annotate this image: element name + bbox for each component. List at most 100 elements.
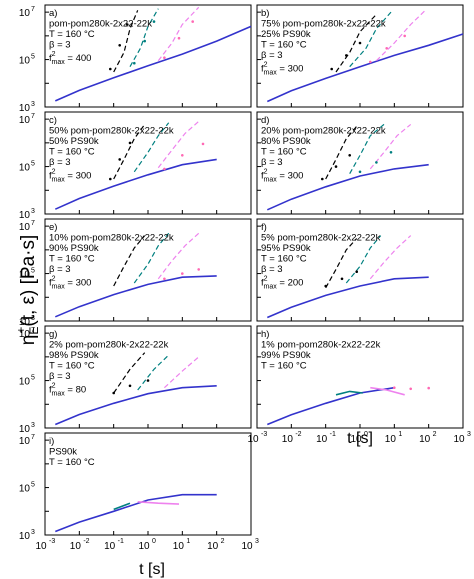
data-point [340,277,344,281]
data-point [181,154,184,157]
panel-annotation: 50% PS90k [49,136,99,147]
series-line-2 [345,235,382,284]
ylabel-sup: + [14,327,28,334]
series-line-1 [335,13,377,73]
panel-annotation-fmax: f2 max = 80 [49,383,86,398]
panel-annotation: T = 160 °C [261,40,307,51]
y-tick-exponent: 7 [31,434,35,441]
series-line-1 [325,125,358,180]
panel-annotation: 1% pom-pom280k-2x22-22k [261,340,381,351]
series-line-0 [55,493,217,533]
series-line-2 [137,501,180,505]
data-point [403,34,407,38]
y-tick-exponent: 5 [31,161,35,168]
data-point [126,23,129,26]
data-point [355,270,359,274]
panel-letter: c) [49,115,57,126]
series-line-3 [163,356,200,389]
data-point [389,151,393,154]
y-tick-exponent: 7 [31,220,35,227]
data-point [330,67,334,71]
data-point [427,386,431,390]
data-point [345,54,348,57]
data-point [358,41,362,45]
y-tick-label: 10 [19,329,31,340]
x-tick-label: 10 [70,541,82,552]
y-tick-exponent: 3 [31,101,35,108]
series-line-2 [133,122,170,173]
x-tick-label: 10 [104,541,116,552]
panel-annotation: β = 3 [261,264,283,275]
panel-annotation: 80% PS90k [261,136,311,147]
data-point [201,142,205,146]
y-tick-exponent: 7 [31,6,35,13]
series-line-1 [113,10,139,73]
panel-annotation: 99% PS90k [261,350,311,361]
y-tick-label: 10 [19,103,31,114]
ylabel-sub: E [27,327,41,335]
data-point [409,387,413,391]
panel-annotation: 98% PS90k [49,350,99,361]
y-tick-label: 10 [19,56,31,67]
panel-annotation: PS90k [49,447,77,458]
panel-letter: a) [49,8,57,19]
panel-letter: d) [261,115,269,126]
panel-h: 10 -3 10 -2 10 -1 10 0 10 1 10 2 10 3h)1% pom-pom280k… [247,325,471,445]
panel-annotation: T = 160 °C [49,254,95,265]
y-tick-label: 10 [19,270,31,281]
panel-annotation: 95% PS90k [261,243,311,254]
series-line-3 [369,123,412,170]
data-point [152,20,156,23]
x-tick-label: 10 [138,541,150,552]
series-line-0 [54,275,217,318]
ylabel-rest: (t, ε) [Pa·s] [18,235,39,327]
series-line-2 [349,11,392,68]
series-line-2 [129,8,159,67]
panel-annotation-fmax: f2 max = 300 [49,169,91,184]
eta-symbol: η [18,335,39,346]
y-tick-label: 10 [19,317,31,328]
panel-annotation: β = 3 [49,40,71,51]
x-tick-label: 10 [419,434,431,445]
panel-letter: e) [49,222,57,233]
panel-annotation: β = 3 [49,157,71,168]
series-line-1 [113,502,131,511]
y-tick-label: 10 [19,531,31,542]
y-tick-label: 10 [19,115,31,126]
y-tick-label: 10 [19,424,31,435]
data-point [358,170,362,174]
x-tick-exponent: -2 [295,431,301,438]
series-line-3 [157,6,200,62]
y-tick-label: 10 [19,8,31,19]
x-tick-label: 10 [173,541,185,552]
series-line-0 [54,25,252,102]
panel-annotation: 50% pom-pom280k-2x22-22k [49,126,174,137]
x-tick-exponent: 0 [364,431,368,438]
y-tick-label: 10 [19,377,31,388]
panel-annotation: T = 160 °C [49,457,95,468]
x-tick-label: 10 [207,541,219,552]
panel-annotation-fmax: f2 max = 400 [49,51,91,66]
data-point [197,268,200,271]
panel-annotation: T = 160 °C [261,254,307,265]
x-tick-exponent: -3 [49,538,55,545]
data-point [321,177,324,181]
x-tick-exponent: -1 [118,538,124,545]
panel-annotation: β = 3 [49,371,71,382]
series-line-1 [113,235,146,287]
data-point [112,391,115,395]
panel-annotation-fmax: f2 max = 300 [261,169,303,184]
y-tick-label: 10 [19,484,31,495]
x-tick-label: 10 [316,434,328,445]
series-line-0 [267,386,395,426]
panel-letter: g) [49,329,57,340]
panel-annotation-fmax: f2 max = 200 [261,276,303,291]
x-axis-label-right: t [s] [347,430,373,447]
